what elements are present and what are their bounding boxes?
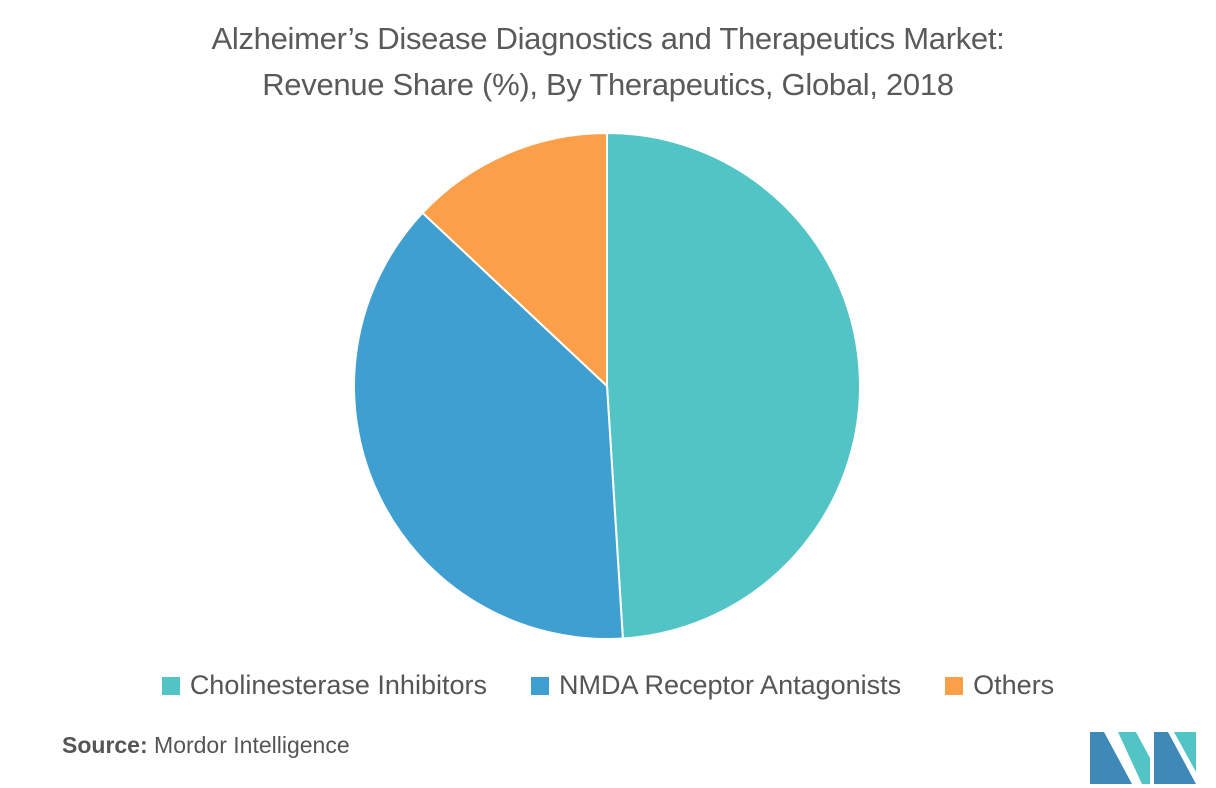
pie-slice-nmda-receptor-antagonists — [353, 211, 624, 640]
legend-item-others: Others — [945, 670, 1054, 701]
legend-swatch — [161, 676, 180, 695]
legend-swatch — [530, 676, 549, 695]
source-label: Source: — [62, 732, 148, 758]
pie-slice-cholinesterase-inhibitors — [606, 131, 861, 640]
legend-item-nmda-receptor-antagonists: NMDA Receptor Antagonists — [530, 670, 902, 701]
legend-swatch — [945, 676, 964, 695]
logo-right-block-dark — [1154, 732, 1196, 784]
pie-slice-others — [421, 131, 608, 389]
mordor-intelligence-logo-icon — [1090, 732, 1196, 784]
chart-title: Alzheimer’s Disease Diagnostics and Ther… — [0, 16, 1216, 108]
source-text: Mordor Intelligence — [154, 732, 350, 758]
logo-mid-block — [1118, 732, 1150, 784]
source-note: Source: Mordor Intelligence — [62, 732, 350, 759]
chart-title-line-2: Revenue Share (%), By Therapeutics, Glob… — [262, 67, 954, 102]
legend-item-cholinesterase-inhibitors: Cholinesterase Inhibitors — [161, 670, 487, 701]
chart-title-line-1: Alzheimer’s Disease Diagnostics and Ther… — [211, 21, 1005, 56]
logo-right-block-light — [1174, 732, 1196, 772]
logo-left-block — [1090, 732, 1132, 784]
chart-legend: Cholinesterase Inhibitors NMDA Receptor A… — [0, 670, 1216, 701]
legend-label: Cholinesterase Inhibitors — [189, 670, 487, 700]
legend-label: NMDA Receptor Antagonists — [558, 670, 902, 700]
legend-label: Others — [973, 670, 1055, 700]
